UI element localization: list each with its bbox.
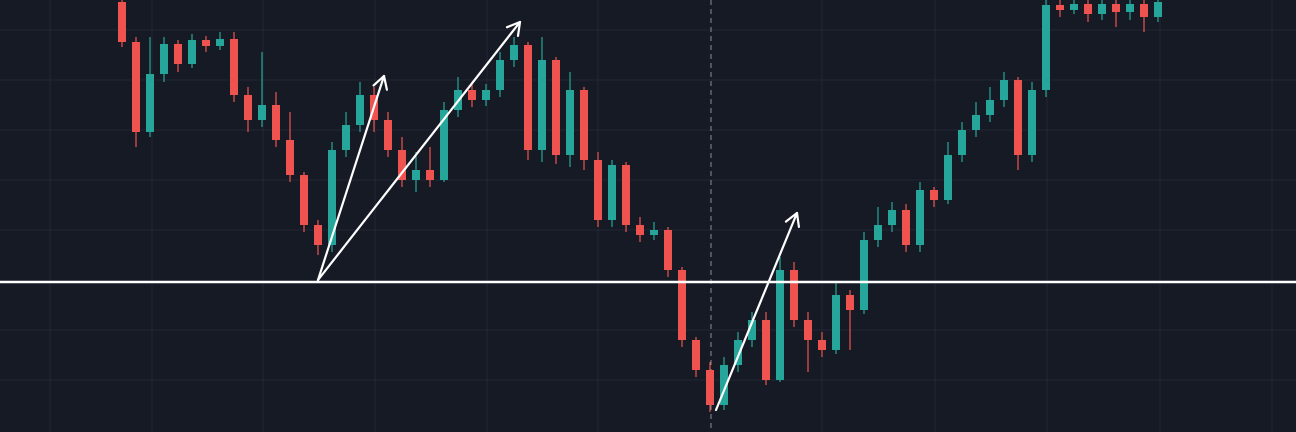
candle-body: [1154, 2, 1162, 17]
candle-body: [692, 340, 700, 370]
candle-body: [776, 270, 784, 380]
candle-body: [1140, 4, 1148, 17]
candle-body: [202, 40, 210, 46]
arrow: [316, 20, 522, 282]
candles: [118, 0, 1162, 412]
candle-body: [608, 165, 616, 220]
candle-body: [384, 120, 392, 150]
candle-body: [832, 295, 840, 350]
candle-body: [342, 125, 350, 150]
candle-body: [398, 150, 406, 180]
candle-body: [468, 90, 476, 100]
candle-body: [426, 170, 434, 180]
candle-body: [1056, 5, 1064, 10]
candle-body: [300, 175, 308, 225]
candle-body: [356, 95, 364, 125]
candle-body: [244, 95, 252, 120]
candle-body: [636, 225, 644, 235]
candle-body: [902, 210, 910, 245]
candle-body: [734, 340, 742, 365]
candle-body: [328, 150, 336, 245]
candle-body: [678, 270, 686, 340]
arrow: [316, 74, 386, 282]
candle-body: [818, 340, 826, 350]
arrow: [714, 211, 799, 412]
candle-body: [524, 45, 532, 150]
candle-body: [594, 160, 602, 220]
candle-body: [216, 39, 224, 46]
candle-body: [1070, 4, 1078, 10]
candle-body: [566, 90, 574, 155]
candle-body: [580, 90, 588, 160]
candle-body: [258, 105, 266, 120]
candle-body: [944, 155, 952, 200]
candle-body: [146, 74, 154, 132]
candle-body: [510, 45, 518, 60]
candle-body: [874, 225, 882, 240]
candle-body: [720, 365, 728, 405]
candle-body: [748, 320, 756, 340]
candle-body: [664, 230, 672, 270]
candle-body: [860, 240, 868, 310]
candle-body: [1112, 4, 1120, 12]
candle-body: [790, 270, 798, 320]
candle-body: [1126, 4, 1134, 12]
arrow-head: [784, 211, 801, 228]
candle-body: [118, 2, 126, 42]
candle-body: [622, 165, 630, 225]
candle-body: [174, 44, 182, 64]
candle-body: [972, 115, 980, 130]
candle-body: [552, 60, 560, 155]
candle-body: [482, 90, 490, 100]
candle-body: [986, 100, 994, 115]
candle-body: [846, 295, 854, 310]
candle-body: [958, 130, 966, 155]
candle-body: [1000, 80, 1008, 100]
candle-body: [706, 370, 714, 405]
candle-body: [314, 225, 322, 245]
candle-body: [916, 190, 924, 245]
candle-body: [888, 210, 896, 225]
candle-body: [538, 60, 546, 150]
annotations: [316, 20, 801, 412]
candle-body: [440, 110, 448, 180]
candle-body: [804, 320, 812, 340]
candle-body: [496, 60, 504, 90]
candle-body: [1028, 90, 1036, 155]
candle-body: [762, 320, 770, 380]
candle-body: [160, 44, 168, 74]
candle-body: [1042, 5, 1050, 90]
candle-body: [930, 190, 938, 200]
candle-body: [1084, 4, 1092, 14]
candle-body: [230, 39, 238, 95]
candle-body: [286, 140, 294, 175]
arrow-head: [372, 74, 388, 91]
candle-body: [188, 40, 196, 64]
arrow-head: [505, 20, 522, 38]
candle-body: [272, 105, 280, 140]
candle-body: [1098, 4, 1106, 14]
candle-body: [412, 170, 420, 180]
candle-body: [650, 230, 658, 235]
candle-body: [1014, 80, 1022, 155]
candle-body: [132, 42, 140, 132]
